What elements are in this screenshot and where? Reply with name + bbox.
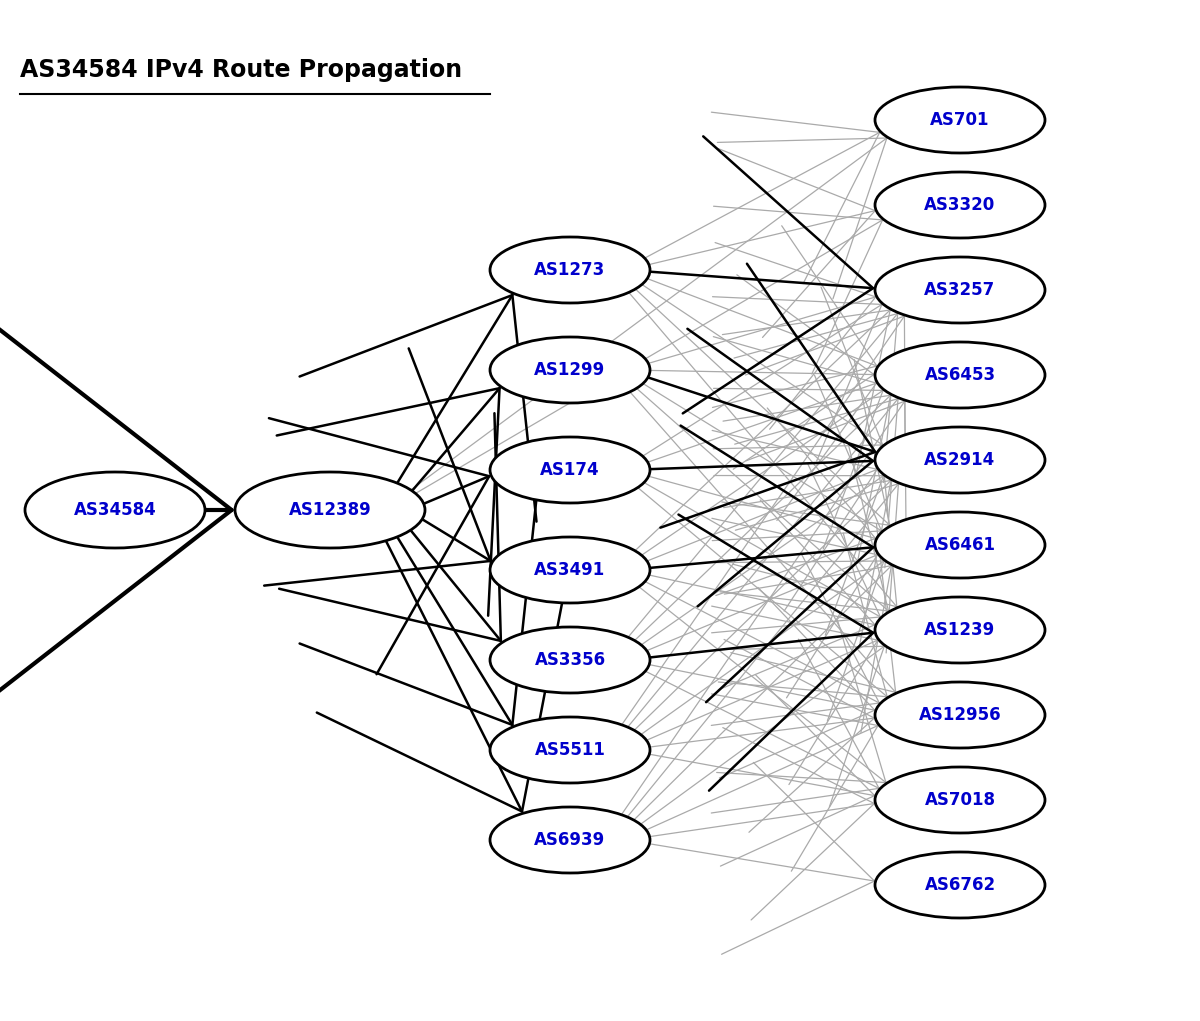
Text: AS2914: AS2914	[924, 451, 996, 469]
Ellipse shape	[490, 717, 650, 783]
Text: AS3257: AS3257	[924, 281, 996, 299]
Text: AS6939: AS6939	[534, 831, 606, 849]
Ellipse shape	[490, 537, 650, 603]
Text: AS7018: AS7018	[924, 791, 996, 809]
Text: AS5511: AS5511	[534, 741, 606, 759]
Ellipse shape	[490, 337, 650, 403]
Ellipse shape	[875, 852, 1045, 918]
Ellipse shape	[875, 427, 1045, 493]
Ellipse shape	[875, 257, 1045, 323]
Text: AS701: AS701	[930, 111, 990, 129]
Text: AS1273: AS1273	[534, 261, 606, 279]
Text: AS3320: AS3320	[924, 196, 996, 214]
Ellipse shape	[875, 767, 1045, 833]
Ellipse shape	[875, 172, 1045, 238]
Text: AS3356: AS3356	[534, 651, 606, 669]
Ellipse shape	[875, 597, 1045, 663]
Text: AS12389: AS12389	[289, 501, 371, 519]
Ellipse shape	[490, 437, 650, 503]
Ellipse shape	[875, 342, 1045, 408]
Text: AS34584: AS34584	[73, 501, 156, 519]
Text: AS6461: AS6461	[924, 536, 996, 554]
Text: AS1299: AS1299	[534, 361, 606, 379]
Text: AS34584 IPv4 Route Propagation: AS34584 IPv4 Route Propagation	[20, 58, 462, 82]
Text: AS12956: AS12956	[919, 706, 1001, 724]
Ellipse shape	[490, 627, 650, 693]
Text: AS1239: AS1239	[924, 621, 996, 639]
Ellipse shape	[875, 682, 1045, 748]
Text: AS6762: AS6762	[924, 876, 996, 894]
Ellipse shape	[25, 472, 205, 548]
Ellipse shape	[490, 807, 650, 873]
Text: AS174: AS174	[540, 461, 600, 479]
Text: AS3491: AS3491	[534, 561, 606, 579]
Ellipse shape	[490, 237, 650, 303]
Ellipse shape	[875, 87, 1045, 153]
Ellipse shape	[235, 472, 425, 548]
Text: AS6453: AS6453	[924, 366, 996, 384]
Ellipse shape	[875, 512, 1045, 578]
